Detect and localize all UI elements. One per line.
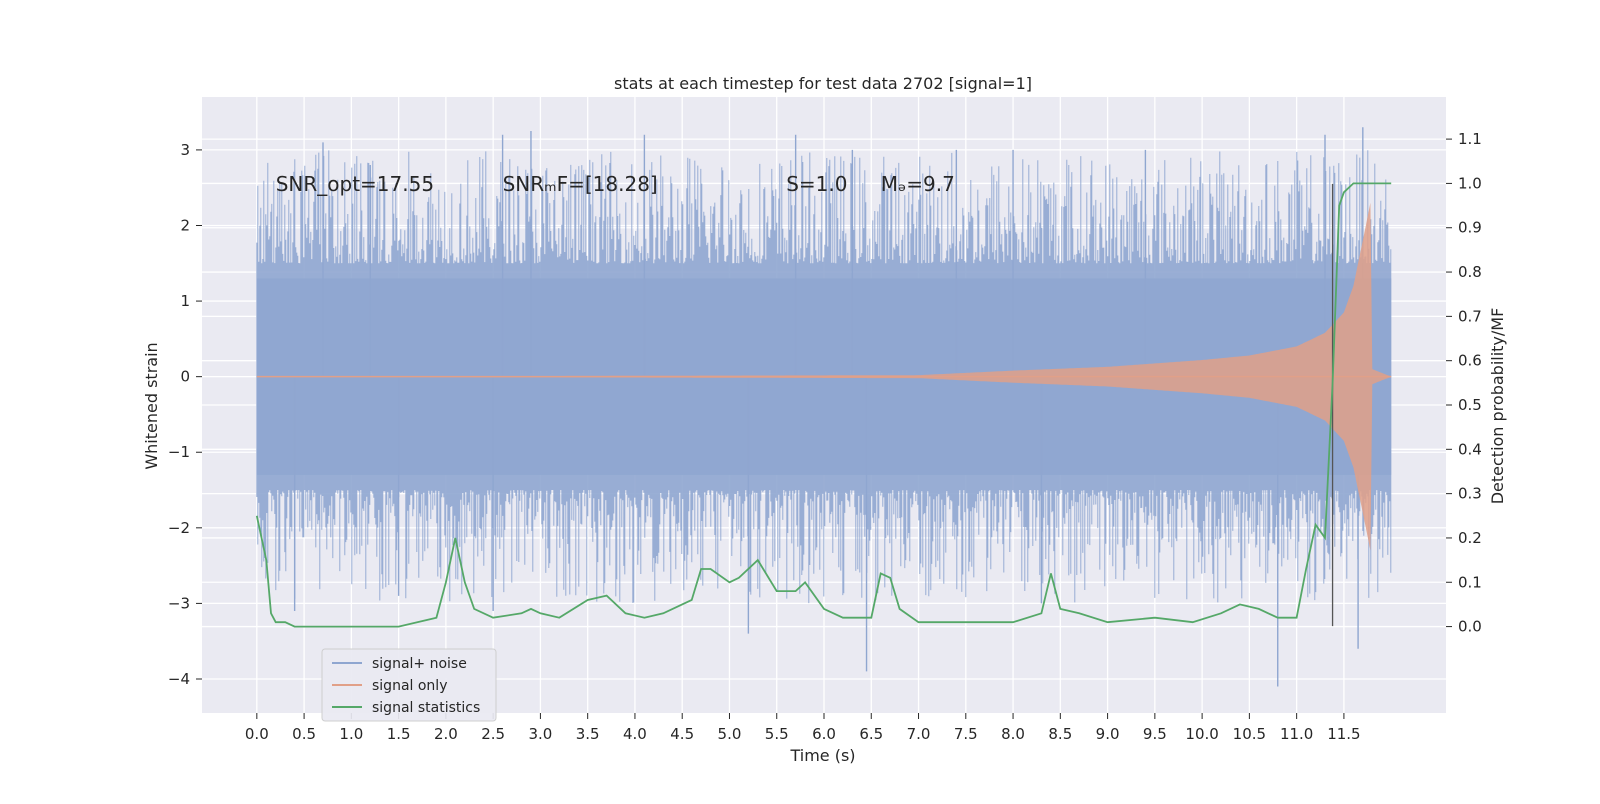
y2-tick-label: 0.5 [1458,396,1482,414]
legend-label: signal only [372,678,447,694]
y-tick-label: −4 [168,670,190,688]
chart-title: stats at each timestep for test data 270… [614,74,1032,93]
x-tick-label: 3.5 [576,725,600,743]
x-tick-label: 4.5 [670,725,694,743]
y2-tick-label: 0.3 [1458,485,1482,503]
x-tick-label: 10.0 [1185,725,1218,743]
x-tick-label: 1.0 [339,725,363,743]
y-tick-label: −1 [168,443,190,461]
x-tick-label: 2.0 [434,725,458,743]
x-axis-label: Time (s) [789,746,855,765]
y2-tick-label: 0.7 [1458,307,1482,325]
x-tick-label: 1.5 [387,725,411,743]
annotation-label: S=1.0 [786,172,847,196]
y-tick-label: 0 [180,368,190,386]
y2-tick-label: 0.8 [1458,263,1482,281]
y-axis-label: Whitened strain [142,342,161,469]
y2-tick-label: 0.4 [1458,440,1482,458]
y-tick-label: 2 [180,216,190,234]
y2-tick-label: 0.0 [1458,618,1482,636]
x-tick-label: 7.5 [954,725,978,743]
y2-tick-label: 0.2 [1458,529,1482,547]
x-tick-label: 0.5 [292,725,316,743]
y2-axis-label: Detection probability/MF [1488,308,1507,505]
x-tick-label: 8.0 [1001,725,1025,743]
x-tick-label: 0.0 [245,725,269,743]
x-tick-label: 11.0 [1280,725,1313,743]
y2-tick-label: 1.0 [1458,174,1482,192]
annotation-label: SNRₘF=[18.28] [503,172,658,196]
y-tick-label: 3 [180,141,190,159]
y2-tick-label: 0.1 [1458,573,1482,591]
x-tick-label: 10.5 [1233,725,1266,743]
x-tick-label: 5.0 [718,725,742,743]
series-signal-only [256,202,1392,551]
x-tick-label: 9.0 [1096,725,1120,743]
legend-box [321,648,497,722]
legend-label: signal statistics [372,700,480,716]
x-tick-label: 4.0 [623,725,647,743]
x-tick-label: 9.5 [1143,725,1167,743]
x-tick-label: 11.5 [1327,725,1360,743]
y2-tick-label: 1.1 [1458,130,1482,148]
x-tick-label: 3.0 [528,725,552,743]
annotation-label: SNR_opt=17.55 [276,172,434,196]
legend-label: signal+ noise [372,656,467,672]
x-tick-label: 2.5 [481,725,505,743]
x-tick-label: 7.0 [907,725,931,743]
y-tick-label: −3 [168,594,190,612]
x-tick-label: 6.5 [859,725,883,743]
series-signal-statistics [255,182,1392,628]
y-tick-label: 1 [180,292,190,310]
x-tick-label: 5.5 [765,725,789,743]
x-tick-label: 6.0 [812,725,836,743]
x-tick-label: 8.5 [1048,725,1072,743]
y2-tick-label: 0.6 [1458,352,1482,370]
annotation-label: Mₔ=9.7 [881,172,955,196]
y2-tick-label: 0.9 [1458,219,1482,237]
y-tick-label: −2 [168,519,190,537]
